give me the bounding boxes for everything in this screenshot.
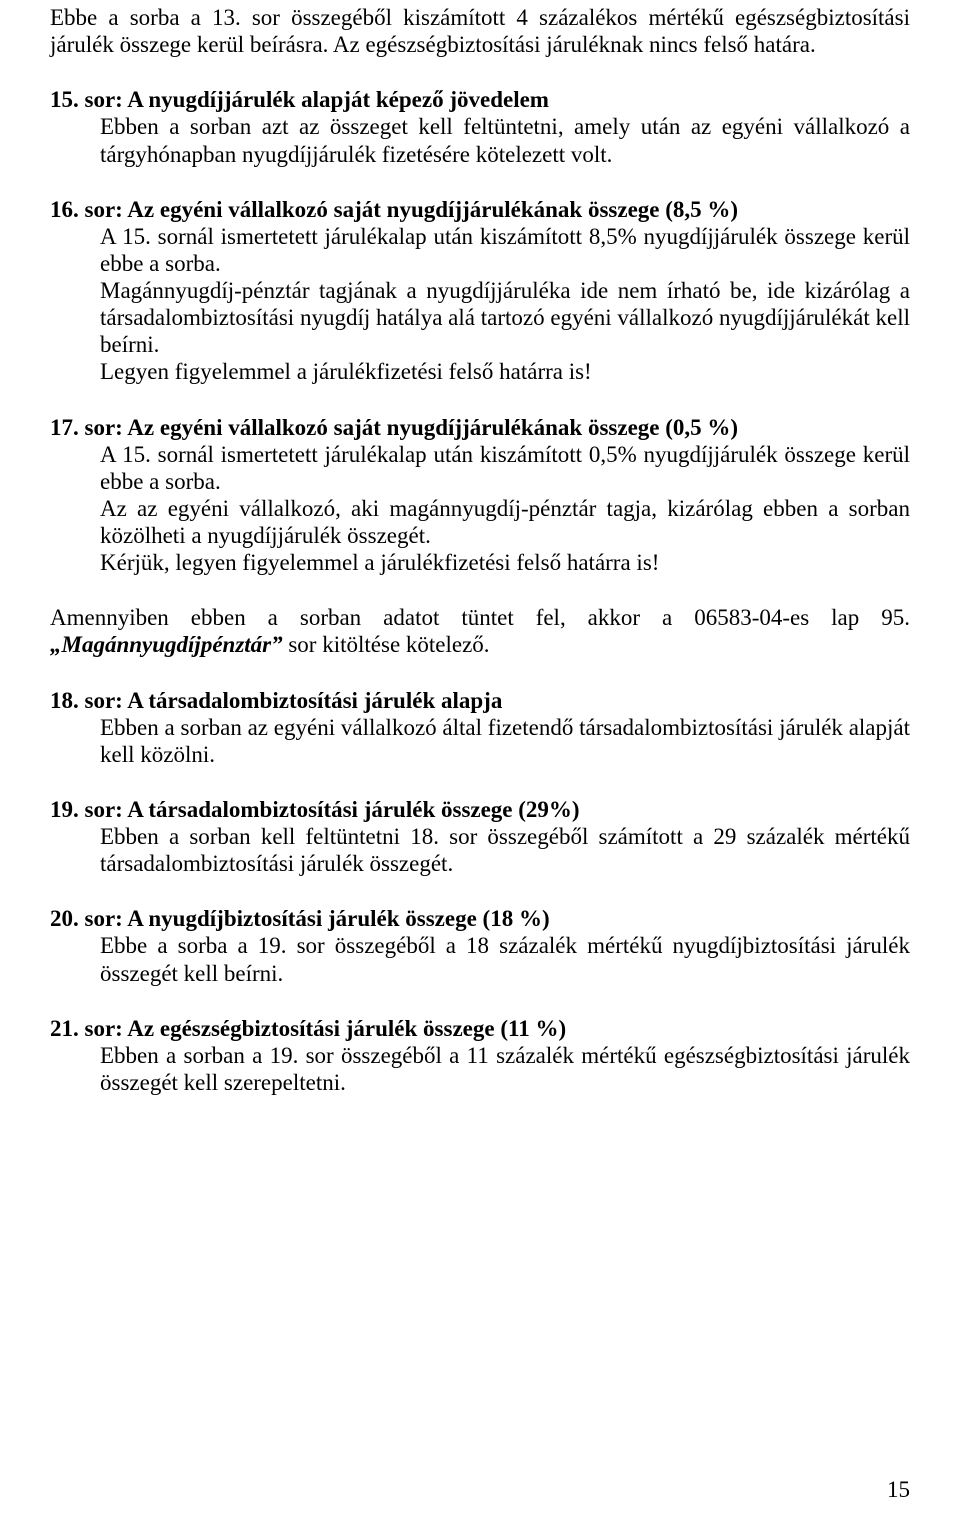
section-15-paragraph: Ebben a sorban azt az összeget kell felt… bbox=[50, 113, 910, 167]
section-15-heading: 15. sor: A nyugdíjjárulék alapját képező… bbox=[50, 86, 910, 113]
section-20: 20. sor: A nyugdíjbiztosítási járulék ös… bbox=[50, 905, 910, 986]
note-prefix: Amennyiben ebben a sorban adatot tüntet … bbox=[50, 605, 910, 630]
intro-paragraph: Ebbe a sorba a 13. sor összegéből kiszám… bbox=[50, 4, 910, 58]
note-block: Amennyiben ebben a sorban adatot tüntet … bbox=[50, 604, 910, 658]
document-body: Ebbe a sorba a 13. sor összegéből kiszám… bbox=[50, 0, 910, 1096]
intro-block: Ebbe a sorba a 13. sor összegéből kiszám… bbox=[50, 4, 910, 58]
section-18-paragraph: Ebben a sorban az egyéni vállalkozó álta… bbox=[50, 714, 910, 768]
section-21-heading: 21. sor: Az egészségbiztosítási járulék … bbox=[50, 1015, 910, 1042]
section-17-p3: Kérjük, legyen figyelemmel a járulékfize… bbox=[50, 549, 910, 576]
section-19-heading: 19. sor: A társadalombiztosítási járulék… bbox=[50, 796, 910, 823]
section-16-heading: 16. sor: Az egyéni vállalkozó saját nyug… bbox=[50, 196, 910, 223]
section-16-p2: Magánnyugdíj-pénztár tagjának a nyugdíjj… bbox=[50, 277, 910, 358]
section-18: 18. sor: A társadalombiztosítási járulék… bbox=[50, 687, 910, 768]
section-18-heading: 18. sor: A társadalombiztosítási járulék… bbox=[50, 687, 910, 714]
note-suffix: sor kitöltése kötelező. bbox=[283, 632, 490, 657]
section-17: 17. sor: Az egyéni vállalkozó saját nyug… bbox=[50, 414, 910, 577]
section-19: 19. sor: A társadalombiztosítási járulék… bbox=[50, 796, 910, 877]
section-17-p2: Az az egyéni vállalkozó, aki magánnyugdí… bbox=[50, 495, 910, 549]
section-19-paragraph: Ebben a sorban kell feltüntetni 18. sor … bbox=[50, 823, 910, 877]
section-16-p3: Legyen figyelemmel a járulékfizetési fel… bbox=[50, 358, 910, 385]
section-16-p1: A 15. sornál ismertetett járulékalap utá… bbox=[50, 223, 910, 277]
page-number: 15 bbox=[887, 1476, 910, 1503]
section-20-paragraph: Ebbe a sorba a 19. sor összegéből a 18 s… bbox=[50, 932, 910, 986]
section-16: 16. sor: Az egyéni vállalkozó saját nyug… bbox=[50, 196, 910, 386]
note-paragraph: Amennyiben ebben a sorban adatot tüntet … bbox=[50, 604, 910, 658]
section-17-p1: A 15. sornál ismertetett járulékalap utá… bbox=[50, 441, 910, 495]
section-20-heading: 20. sor: A nyugdíjbiztosítási járulék ös… bbox=[50, 905, 910, 932]
section-21: 21. sor: Az egészségbiztosítási járulék … bbox=[50, 1015, 910, 1096]
section-15: 15. sor: A nyugdíjjárulék alapját képező… bbox=[50, 86, 910, 167]
note-emph: „Magánnyugdíjpénztár” bbox=[50, 632, 283, 657]
section-21-paragraph: Ebben a sorban a 19. sor összegéből a 11… bbox=[50, 1042, 910, 1096]
section-17-heading: 17. sor: Az egyéni vállalkozó saját nyug… bbox=[50, 414, 910, 441]
